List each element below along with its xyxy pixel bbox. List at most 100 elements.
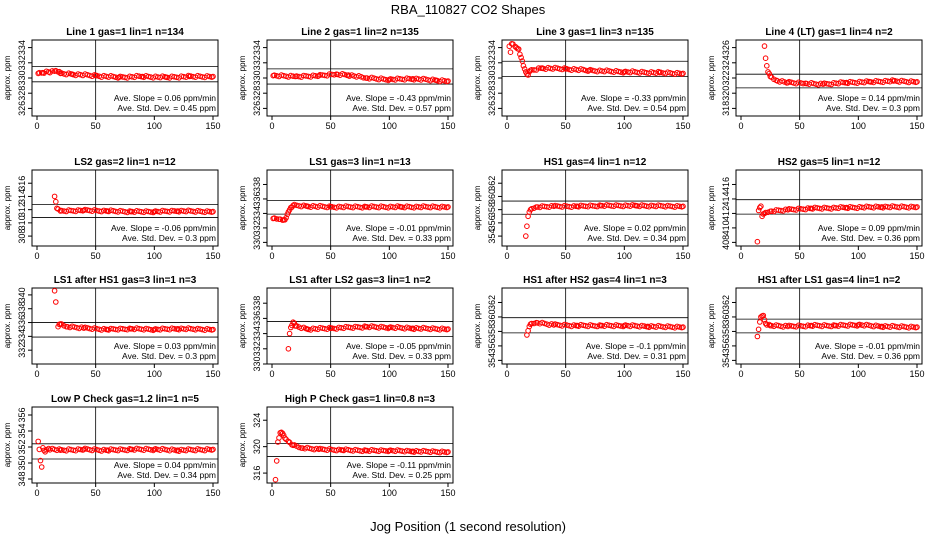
data-point [285, 346, 292, 352]
y-tick-label: 324 [721, 55, 731, 70]
data-point [45, 445, 52, 452]
panel-12: HS1 after LS1 gas=4 lin=1 n=2 0 50 100 150 35… [707, 275, 925, 379]
data-point [413, 75, 420, 82]
x-tick-label: 150 [440, 251, 455, 261]
panel-title: Line 2 gas=1 lin=2 n=135 [301, 27, 419, 38]
y-tick-label: 360 [487, 189, 497, 204]
data-point [37, 457, 44, 464]
plot-frame [501, 287, 689, 365]
data-point [528, 206, 535, 212]
data-point [341, 71, 348, 78]
y-tick-label: 328 [252, 86, 262, 101]
y-tick-label: 312 [17, 202, 27, 217]
series-points [272, 429, 451, 483]
data-point [441, 326, 448, 332]
x-tick-label: 100 [147, 488, 162, 498]
series-points [285, 319, 451, 352]
data-point [331, 72, 338, 78]
panel-title: Line 1 gas=1 lin=1 n=134 [66, 27, 184, 38]
data-point [441, 204, 448, 210]
x-tick-label: 150 [440, 369, 455, 379]
panel-9: LS1 after HS1 gas=3 lin=1 n=3 0 50 100 150 33… [3, 275, 221, 379]
panel-6: LS1 gas=3 lin=1 n=130 50 100 15033033233433… [238, 157, 456, 261]
data-point [410, 325, 416, 332]
panel-4: Line 4 (LT) gas=1 lin=4 n=20 50 100 1503183… [707, 27, 925, 131]
stat-annotation: Ave. Slope = -0.33 ppm/min [581, 93, 686, 103]
y-tick-label: 332 [252, 220, 262, 235]
x-tick-label: 100 [382, 251, 397, 261]
data-point [410, 76, 416, 82]
y-tick-label: 356 [721, 338, 731, 353]
panel-title: High P Check gas=1 lin=0.8 n=3 [285, 394, 436, 405]
plot-frame [266, 406, 454, 484]
panel-title: LS1 gas=3 lin=1 n=13 [309, 157, 411, 168]
plot-frame [266, 287, 454, 365]
stat-annotation: Ave. Slope = 0.06 ppm/min [114, 93, 216, 103]
panel-title: Line 4 (LT) gas=1 lin=4 n=2 [765, 27, 893, 38]
data-point [523, 233, 529, 239]
plot-frame [501, 169, 689, 247]
y-tick-label: 334 [17, 40, 27, 55]
x-tick-label: 0 [269, 369, 274, 379]
y-tick-label: 338 [17, 301, 27, 316]
y-tick-label: 354 [487, 229, 497, 244]
data-point [175, 447, 181, 454]
data-point [206, 73, 213, 80]
stat-annotation: Ave. Slope = -0.1 ppm/min [586, 341, 687, 351]
y-tick-label: 310 [17, 215, 27, 230]
panel-title: Line 3 gas=1 lin=3 n=135 [536, 27, 654, 38]
series-points [35, 438, 216, 470]
x-tick-label: 100 [617, 121, 632, 131]
data-point [280, 432, 287, 439]
y-axis-label: approx. ppm [707, 185, 716, 230]
panel-10: LS1 after LS2 gas=3 lin=1 n=2 0 50 100 150 33… [238, 275, 456, 379]
y-tick-label: 362 [487, 295, 497, 310]
data-point [879, 204, 885, 210]
y-axis-label: approx. ppm [473, 185, 482, 230]
y-tick-label: 326 [721, 40, 731, 55]
plot-frame [266, 169, 454, 247]
y-tick-label: 308 [17, 229, 27, 244]
y-tick-label: 350 [17, 455, 27, 470]
plot-frame [31, 169, 219, 247]
data-point [645, 323, 651, 330]
series-points [754, 203, 920, 245]
data-point [53, 198, 59, 205]
stat-annotation: Ave. Slope = 0.09 ppm/min [818, 223, 920, 233]
data-point [286, 330, 293, 337]
data-point [754, 333, 761, 340]
stat-annotation: Ave. Slope = 0.02 ppm/min [584, 223, 686, 233]
stat-annotation: Ave. Slope = -0.11 ppm/min [347, 460, 452, 470]
x-tick-label: 0 [269, 121, 274, 131]
data-point [210, 208, 216, 215]
y-axis-label: approx. ppm [238, 303, 247, 348]
data-point [524, 223, 530, 229]
x-tick-label: 100 [382, 121, 397, 131]
data-point [58, 70, 65, 76]
x-tick-label: 50 [326, 121, 336, 131]
y-tick-label: 362 [487, 176, 497, 191]
y-axis-label: approx. ppm [238, 55, 247, 100]
y-tick-label: 318 [721, 101, 731, 116]
panel-title: HS1 after LS1 gas=4 lin=1 n=2 [758, 275, 901, 286]
data-point [53, 299, 59, 305]
x-tick-label: 0 [34, 369, 39, 379]
x-tick-label: 50 [91, 121, 101, 131]
stat-annotation: Ave. Std. Dev. = 0.3 ppm [122, 233, 216, 243]
y-tick-label: 354 [721, 353, 731, 368]
y-tick-label: 324 [252, 413, 262, 428]
y-tick-label: 360 [487, 309, 497, 324]
y-tick-label: 332 [252, 55, 262, 70]
series-points [506, 41, 686, 78]
data-point [521, 66, 528, 72]
x-tick-label: 50 [795, 121, 805, 131]
panel-5: LS2 gas=2 lin=1 n=120 50 100 15030831031231… [3, 157, 221, 261]
data-point [273, 216, 280, 222]
data-point [910, 324, 917, 330]
data-point [800, 80, 807, 87]
data-point [761, 317, 768, 323]
x-tick-label: 150 [440, 488, 455, 498]
x-tick-label: 50 [326, 488, 336, 498]
data-point [339, 71, 346, 77]
